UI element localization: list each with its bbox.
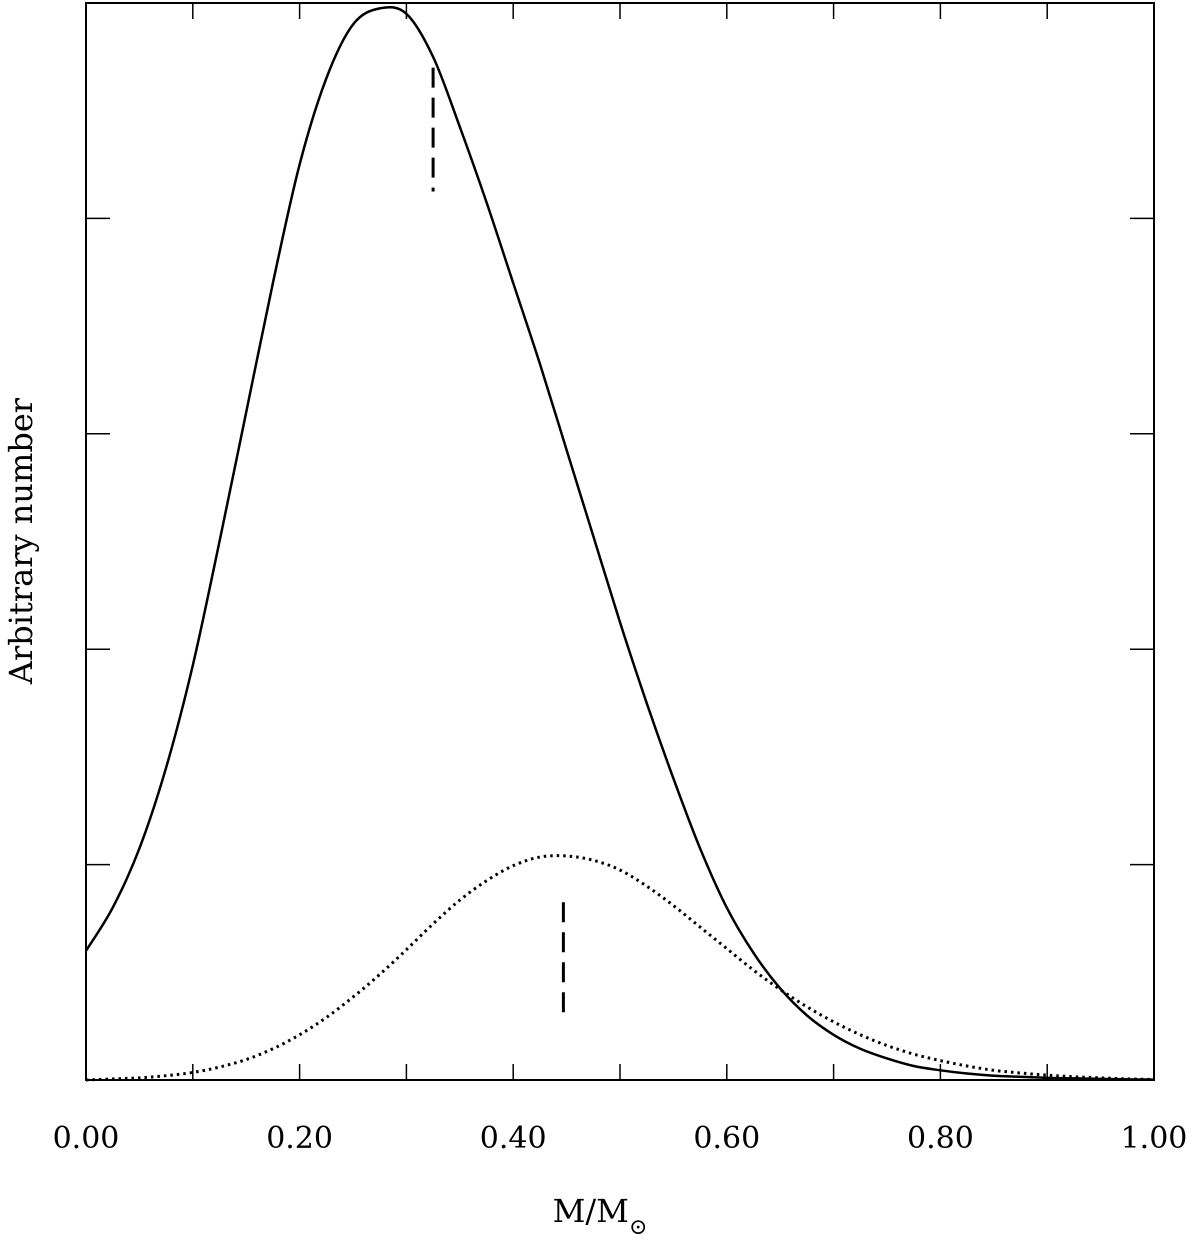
x-axis-label-main: M/M [553, 1192, 629, 1230]
x-tick-label-5: 1.00 [1121, 1121, 1188, 1156]
x-tick-labels: 0.00 0.20 0.40 0.60 0.80 1.00 [53, 1121, 1188, 1156]
curves [84, 5, 1155, 1082]
plot-frame [85, 2, 1155, 1081]
dashed-markers [431, 67, 565, 1021]
x-tick-label-4: 0.80 [907, 1121, 974, 1156]
x-tick-label-1: 0.20 [266, 1121, 333, 1156]
x-axis-label: M/M⊙ [553, 1192, 648, 1240]
x-tick-label-2: 0.40 [480, 1121, 547, 1156]
axis-ticks [85, 3, 1155, 1080]
x-tick-label-0: 0.00 [53, 1121, 120, 1156]
solid-curve [84, 5, 1155, 1081]
x-axis-label-subscript: ⊙ [629, 1215, 647, 1240]
y-axis-label: Arbitrary number [2, 397, 40, 685]
dotted-curve [85, 854, 1155, 1082]
x-tick-label-3: 0.60 [693, 1121, 760, 1156]
